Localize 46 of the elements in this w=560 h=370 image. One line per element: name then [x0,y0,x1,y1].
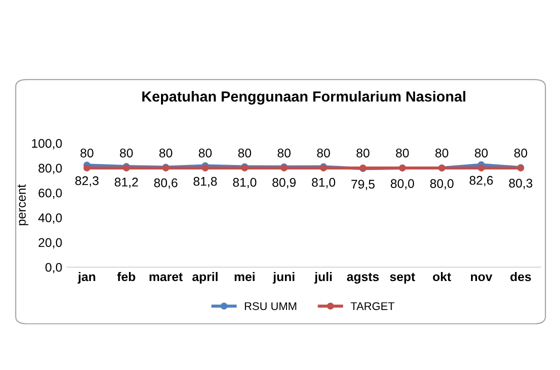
data-label: 80 [278,148,291,158]
data-label: 80 [317,148,330,158]
data-label: 81,8 [194,176,217,188]
x-tick-label: april [192,272,218,284]
y-tick-label: 100,0 [32,138,62,150]
data-label: 80 [474,148,488,158]
legend-label: RSU UMM [244,302,296,310]
data-label: 82,6 [470,176,493,186]
data-label: 80,0 [390,179,414,190]
x-tick-label: feb [117,272,136,282]
data-label: 80 [198,148,212,158]
data-label: 81,0 [233,178,256,188]
data-label: 80 [159,148,172,158]
x-tick-label: juni [272,272,294,284]
y-tick-label: 80,0 [38,164,62,174]
x-tick-label: agsts [346,272,379,284]
data-label: 81,2 [114,178,138,188]
y-tick-label: 40,0 [38,213,62,224]
data-label: 80,0 [430,179,454,190]
y-axis-title: percent [18,184,28,226]
data-label: 80,9 [272,178,296,188]
data-label: 80 [120,148,133,158]
data-label: 80,6 [154,178,178,189]
x-tick-label: nov [470,274,492,282]
data-label: 80 [238,148,252,158]
data-label: 80 [356,148,370,158]
y-tick-label: 60,0 [38,188,62,199]
data-label: 81,0 [312,178,336,188]
data-label: 80 [396,148,409,158]
legend-label: TARGET [350,302,394,310]
data-label: 80 [514,148,528,158]
data-label: 82,3 [75,176,99,187]
x-tick-label: juli [314,272,332,284]
x-tick-label: mei [234,272,255,282]
chart-title: Kepatuhan Penggunaan Formularium Nasional [142,90,466,105]
data-label: 79,5 [351,180,375,190]
data-label: 80,3 [509,178,532,190]
x-tick-label: jan [78,272,96,284]
x-tick-label: sept [390,272,416,284]
y-tick-label: 20,0 [38,238,62,248]
data-label: 80 [435,148,448,158]
y-tick-label: 0,0 [45,262,62,274]
x-tick-label: maret [150,272,183,282]
data-label: 80 [80,148,94,158]
x-tick-label: des [510,272,531,282]
x-tick-label: okt [432,272,452,282]
